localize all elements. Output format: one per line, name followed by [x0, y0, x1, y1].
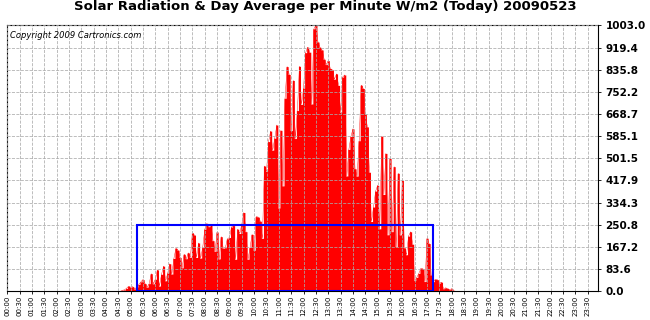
Text: Solar Radiation & Day Average per Minute W/m2 (Today) 20090523: Solar Radiation & Day Average per Minute…: [73, 0, 577, 13]
Text: Copyright 2009 Cartronics.com: Copyright 2009 Cartronics.com: [10, 31, 142, 40]
Bar: [137, 225, 434, 291]
